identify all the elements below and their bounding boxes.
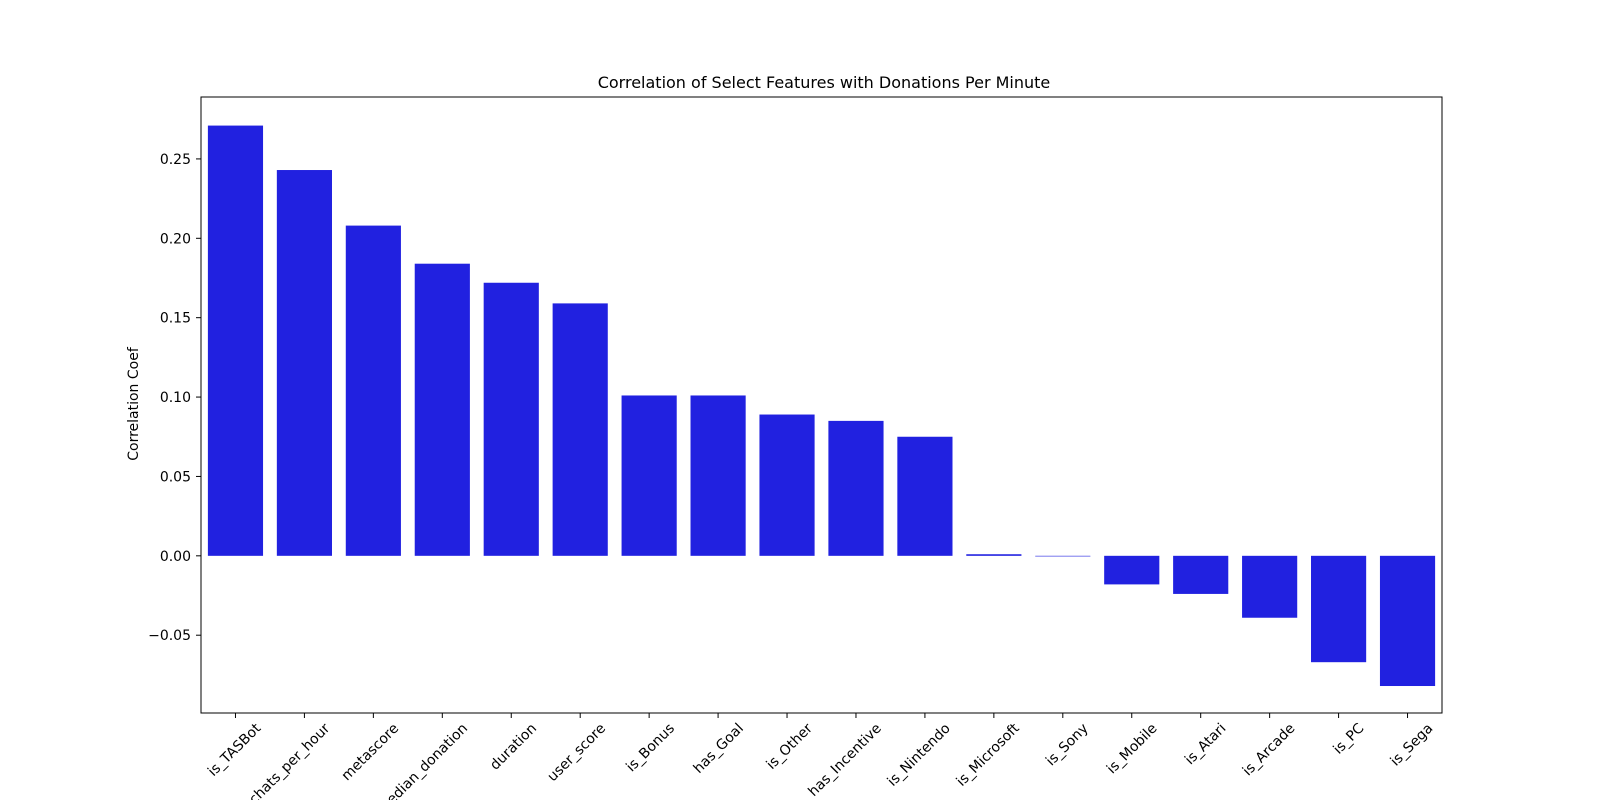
bar-is-nintendo xyxy=(897,436,953,556)
bar-is-bonus xyxy=(621,395,677,556)
bar-is-pc xyxy=(1311,555,1367,663)
bar-is-microsoft xyxy=(966,554,1022,556)
bar-metascore xyxy=(345,225,401,556)
bar-is-sega xyxy=(1379,555,1436,687)
bars-layer xyxy=(207,125,1436,687)
x-tick-label: is_PC xyxy=(1330,720,1367,757)
y-tick-label: 0.10 xyxy=(160,390,191,406)
bar-user-score xyxy=(552,303,608,556)
y-tick-label: −0.05 xyxy=(148,628,191,644)
y-axis-label: Correlation Coef xyxy=(126,346,142,461)
x-tick-label: is_Microsoft xyxy=(953,720,1023,790)
x-tick-label: is_Nintendo xyxy=(885,721,954,790)
x-tick-label: is_Atari xyxy=(1182,721,1230,769)
y-tick-label: 0.25 xyxy=(160,152,191,168)
y-tick-label: 0.05 xyxy=(160,469,191,485)
x-tick-label: is_TASBot xyxy=(205,720,265,780)
bar-has-incentive xyxy=(828,420,884,556)
x-tick-label: user_score xyxy=(545,721,609,785)
bar-is-tasbot xyxy=(207,125,264,556)
x-tick-label: is_Bonus xyxy=(623,721,678,776)
x-tick-label: is_Arcade xyxy=(1240,721,1299,780)
x-tick-label: metascore xyxy=(339,721,403,785)
bar-median-donation xyxy=(414,263,470,556)
y-tick-label: 0.20 xyxy=(160,231,191,247)
x-tick-label: is_Sega xyxy=(1387,721,1436,770)
y-tick-label: 0.15 xyxy=(160,311,191,327)
x-tick-label: has_Incentive xyxy=(805,721,884,800)
bar-duration xyxy=(483,282,539,556)
x-tick-label: is_Sony xyxy=(1043,721,1092,770)
bar-is-mobile xyxy=(1104,555,1160,585)
plot-frame xyxy=(200,96,1443,714)
bar-chats-per-hour xyxy=(276,170,332,556)
x-tick-label: is_Mobile xyxy=(1104,721,1161,778)
x-tick-label: duration xyxy=(487,721,540,774)
bar-is-arcade xyxy=(1242,555,1298,618)
bar-is-atari xyxy=(1173,555,1229,594)
chart-title: Correlation of Select Features with Dona… xyxy=(598,73,1051,92)
x-tick-label: is_Other xyxy=(764,720,816,772)
bar-has-goal xyxy=(690,395,746,556)
y-tick-label: 0.00 xyxy=(160,549,191,565)
bar-is-sony xyxy=(1035,555,1091,557)
bar-is-other xyxy=(759,414,815,556)
y-axis: −0.05 0.00 0.05 0.10 0.15 0.20 0.25 xyxy=(148,152,201,644)
x-tick-label: has_Goal xyxy=(691,721,747,777)
